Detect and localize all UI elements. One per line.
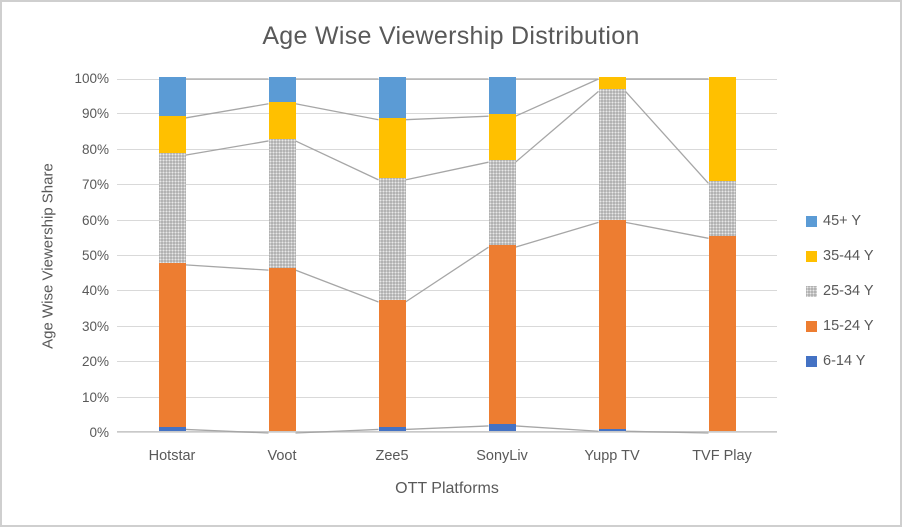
series-line-25-34-y xyxy=(515,90,599,163)
series-line-35-44-y xyxy=(405,115,489,121)
bar-segment-6-14-y xyxy=(158,427,186,431)
x-category-label-voot: Voot xyxy=(267,448,297,464)
bar-segment-25-34-y xyxy=(598,89,626,221)
y-tick-label: 70% xyxy=(81,177,109,193)
series-line-6-14-y xyxy=(625,430,709,434)
legend-label: 25-34 Y xyxy=(823,283,874,299)
bar-segment-15-24-y xyxy=(378,300,406,428)
series-line-15-24-y xyxy=(185,264,269,271)
legend-swatch xyxy=(806,285,817,297)
bar-segment-6-14-y xyxy=(598,429,626,431)
legend-swatch xyxy=(806,250,817,262)
bar-zee5 xyxy=(378,77,406,431)
y-tick-label: 100% xyxy=(74,71,109,86)
bar-segment-45+-y xyxy=(488,77,516,115)
bar-segment-45+-y xyxy=(158,77,186,116)
bar-yupp-tv xyxy=(598,77,626,431)
series-line-25-34-y xyxy=(295,140,379,181)
x-category-label-sonyliv: SonyLiv xyxy=(476,448,528,464)
gridline xyxy=(117,432,777,433)
gridline xyxy=(117,148,777,150)
bar-segment-6-14-y xyxy=(488,423,516,431)
series-line-15-24-y xyxy=(515,221,599,248)
series-line-6-14-y xyxy=(295,428,379,434)
bar-segment-15-24-y xyxy=(268,268,296,431)
bar-segment-6-14-y xyxy=(378,427,406,431)
gridline xyxy=(117,290,777,292)
legend-label: 15-24 Y xyxy=(823,318,874,334)
y-tick-label: 60% xyxy=(81,212,109,228)
series-line-25-34-y xyxy=(625,90,709,184)
bar-segment-15-24-y xyxy=(488,245,516,424)
legend-label: 45+ Y xyxy=(823,213,862,229)
bar-segment-25-34-y xyxy=(488,160,516,246)
legend-label: 6-14 Y xyxy=(823,353,866,369)
series-line-35-44-y xyxy=(185,103,269,119)
series-line-25-34-y xyxy=(185,140,269,156)
series-line-35-44-y xyxy=(515,78,599,117)
series-line-6-14-y xyxy=(405,425,489,431)
gridline xyxy=(117,184,777,186)
series-connector-lines xyxy=(185,78,709,434)
gridline xyxy=(117,255,777,256)
series-line-15-24-y xyxy=(625,221,709,239)
x-category-label-hotstar: Hotstar xyxy=(148,448,196,464)
x-category-label-tvf-play: TVF Play xyxy=(692,448,752,464)
x-category-label-zee5: Zee5 xyxy=(375,448,409,464)
legend-item-25-34-y: 25-34 Y xyxy=(806,283,874,299)
bar-segment-25-34-y xyxy=(268,138,296,269)
y-tick-label: 90% xyxy=(81,106,109,122)
bar-segment-45+-y xyxy=(378,77,406,118)
y-tick-label: 80% xyxy=(81,141,109,157)
bar-sonyliv xyxy=(488,77,516,431)
gridline xyxy=(117,361,777,363)
bar-segment-35-44-y xyxy=(598,77,626,90)
series-line-6-14-y xyxy=(185,428,269,434)
y-tick-label: 0% xyxy=(89,425,109,440)
legend-item-45+-y: 45+ Y xyxy=(806,213,861,229)
y-tick-label: 40% xyxy=(81,283,109,299)
gridline xyxy=(117,396,777,398)
bar-segment-35-44-y xyxy=(488,114,516,161)
x-category-label-yupp-tv: Yupp TV xyxy=(584,448,640,464)
bar-segment-25-34-y xyxy=(708,181,736,237)
x-axis-title: OTT Platforms xyxy=(395,480,499,497)
gridline xyxy=(117,219,777,221)
series-line-15-24-y xyxy=(405,246,489,303)
bar-segment-35-44-y xyxy=(708,77,736,182)
bar-segment-15-24-y xyxy=(708,236,736,431)
legend-label: 35-44 Y xyxy=(823,248,874,264)
legend-swatch xyxy=(806,320,817,332)
legend-item-15-24-y: 15-24 Y xyxy=(806,318,874,334)
bar-tvf-play xyxy=(708,77,736,431)
legend-swatch xyxy=(806,215,817,227)
y-tick-label: 10% xyxy=(81,389,109,405)
legend-item-35-44-y: 35-44 Y xyxy=(806,248,874,264)
series-line-15-24-y xyxy=(295,269,379,303)
bar-segment-25-34-y xyxy=(378,177,406,301)
bar-segment-35-44-y xyxy=(378,117,406,178)
gridline xyxy=(117,113,777,115)
bar-voot xyxy=(268,77,296,431)
bar-segment-25-34-y xyxy=(158,153,186,263)
series-line-35-44-y xyxy=(295,103,379,121)
bar-segment-15-24-y xyxy=(158,262,186,428)
series-line-6-14-y xyxy=(515,425,599,432)
y-tick-label: 50% xyxy=(81,248,109,263)
gridline xyxy=(117,325,777,327)
y-tick-label: 30% xyxy=(81,318,109,334)
legend-swatch xyxy=(806,355,817,367)
bar-segment-45+-y xyxy=(268,77,296,102)
plot-area xyxy=(117,77,777,434)
bar-hotstar xyxy=(158,77,186,431)
y-tick-label: 20% xyxy=(81,354,109,370)
legend-item-6-14-y: 6-14 Y xyxy=(806,353,865,369)
chart-title: Age Wise Viewership Distribution xyxy=(262,22,640,50)
bar-segment-15-24-y xyxy=(598,220,626,430)
bar-segment-35-44-y xyxy=(268,101,296,139)
series-line-25-34-y xyxy=(405,161,489,181)
bar-segment-35-44-y xyxy=(158,115,186,154)
